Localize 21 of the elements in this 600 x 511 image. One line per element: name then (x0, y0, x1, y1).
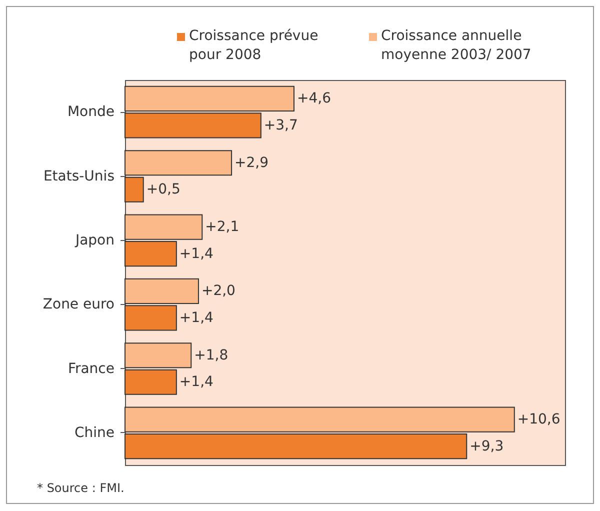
legend-label: Croissance annuelle moyenne 2003/ 2007 (381, 27, 532, 65)
data-label: +1,4 (179, 310, 214, 326)
data-label: +1,4 (179, 374, 214, 390)
text: * Source : FMI. (37, 481, 124, 495)
data-label: +1,4 (179, 246, 214, 262)
y-tick-label: Etats-Unis (43, 168, 114, 184)
y-tick-label: Japon (74, 232, 114, 248)
y-tick-label: Zone euro (42, 296, 114, 313)
data-label: +3,7 (264, 117, 298, 134)
data-label: +1,8 (194, 347, 228, 364)
data-label: +2,9 (234, 154, 269, 171)
data-label: +4,6 (296, 90, 332, 107)
data-label: +2,0 (201, 283, 236, 300)
y-tick-label: France (68, 360, 114, 377)
data-label: +0,5 (146, 182, 180, 198)
legend-label: Croissance prévue pour 2008 (189, 27, 320, 65)
y-tick-label: Chine (74, 424, 114, 441)
data-label: +2,1 (205, 219, 240, 236)
data-label: +9,3 (470, 438, 504, 454)
y-tick-label: Monde (67, 104, 114, 120)
data-label: +10,6 (517, 412, 560, 428)
